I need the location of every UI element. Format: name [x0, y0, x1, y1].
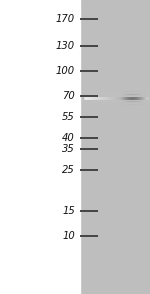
Text: 100: 100: [56, 66, 75, 76]
Text: 70: 70: [62, 91, 75, 101]
Text: 25: 25: [62, 165, 75, 175]
Text: 35: 35: [62, 144, 75, 154]
Text: 15: 15: [62, 206, 75, 216]
Text: 170: 170: [56, 14, 75, 24]
Bar: [0, 0, 80, 294]
Text: 55: 55: [62, 112, 75, 122]
Text: 130: 130: [56, 41, 75, 51]
Text: 40: 40: [62, 133, 75, 143]
Text: 10: 10: [62, 231, 75, 241]
